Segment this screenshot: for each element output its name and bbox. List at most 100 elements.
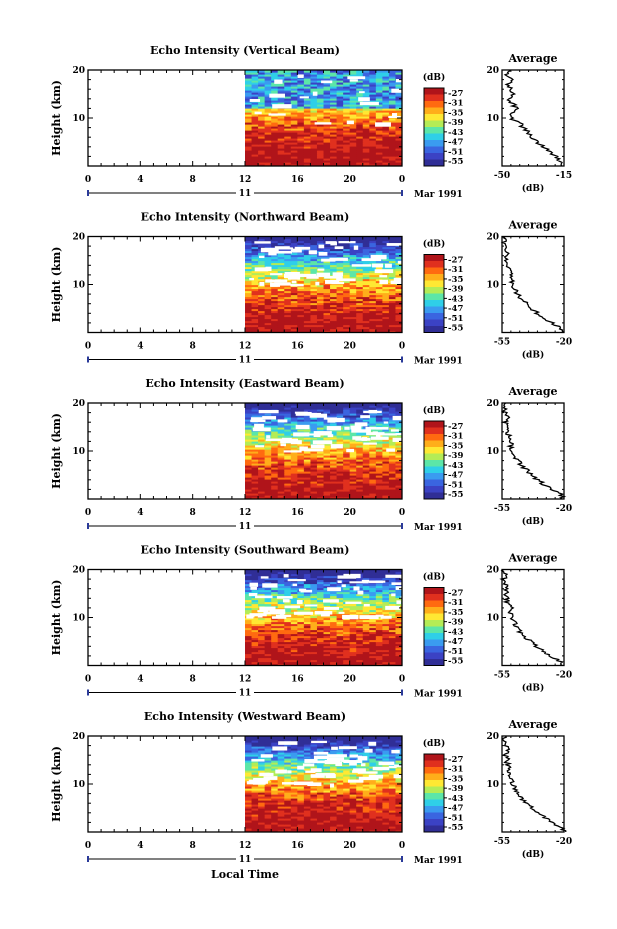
heatmap-cell [375, 94, 383, 97]
heatmap-cell [382, 625, 390, 629]
heatmap-cell [284, 326, 292, 330]
heatmap-cell [264, 318, 272, 322]
heatmap-cell [375, 469, 383, 472]
heatmap-cell [284, 649, 292, 653]
missing-data-gap [268, 113, 286, 116]
colorbar-frame [423, 420, 445, 500]
heatmap-cell [271, 621, 279, 625]
heatmap-cell [395, 114, 402, 117]
heatmap-cell [382, 138, 390, 141]
missing-data-gap [254, 111, 262, 115]
heatmap-cell [277, 655, 285, 659]
heatmap-cell [343, 74, 351, 77]
heatmap-cell [277, 445, 285, 448]
heatmap-cell [330, 286, 338, 290]
heatmap-cell [251, 110, 259, 113]
heatmap-cell [375, 144, 383, 147]
heatmap-cell [369, 479, 377, 482]
missing-data-gap [249, 277, 254, 281]
heatmap-cell [388, 264, 397, 268]
heatmap-cell [277, 635, 285, 639]
heatmap-cell [375, 635, 383, 639]
heatmap-cell [290, 112, 298, 115]
heatmap-cell [369, 481, 377, 484]
heatmap-cell [382, 302, 390, 306]
heatmap-cell [284, 134, 292, 137]
heatmap-cell [388, 74, 397, 77]
colorbar-swatch [424, 453, 444, 461]
heatmap-cell [369, 316, 377, 320]
heatmap-cell [323, 116, 331, 119]
heatmap-cell [336, 657, 344, 661]
heatmap-cell [271, 663, 279, 666]
heatmap-cell [362, 320, 370, 324]
heatmap-cell [264, 457, 272, 460]
missing-data-gap [290, 283, 304, 287]
heatmap-cell [264, 142, 272, 145]
heatmap-cell [258, 318, 266, 322]
heatmap-cell [258, 637, 266, 641]
heatmap-cell [349, 451, 357, 454]
heatmap-cell [343, 485, 351, 488]
heatmap-cell [258, 262, 266, 266]
heatmap-cell [323, 310, 331, 314]
heatmap-cell [271, 118, 279, 121]
heatmap-cell [284, 108, 292, 111]
date-label: 11 [239, 522, 252, 532]
heatmap-cell [356, 469, 364, 472]
heatmap-cell [277, 264, 285, 268]
colorbar-swatch [424, 313, 444, 320]
heatmap-cell [303, 80, 312, 83]
colorbar-tick-label: -47 [448, 138, 463, 148]
heatmap-cell [316, 463, 325, 466]
heatmap-cell [349, 633, 357, 637]
heatmap-cell [258, 328, 266, 332]
heatmap-cell [310, 595, 318, 599]
heatmap-cell [323, 445, 331, 448]
heatmap-cell [369, 469, 377, 472]
heatmap-cell [369, 90, 377, 93]
heatmap-cell [375, 90, 383, 93]
heatmap-cell [369, 310, 377, 314]
heatmap-cell [284, 262, 292, 266]
heatmap-cell [245, 298, 253, 302]
heatmap-cell [323, 423, 331, 426]
heatmap-cell [382, 314, 390, 318]
heatmap-cell [277, 649, 285, 653]
heatmap-cell [356, 403, 364, 406]
heatmap-cell [316, 302, 325, 306]
heatmap-cell [258, 330, 266, 333]
missing-data-gap [386, 448, 396, 452]
heatmap-cell [258, 471, 266, 474]
heatmap-cell [251, 330, 259, 333]
heatmap-cell [303, 262, 312, 266]
heatmap-cell [375, 98, 383, 101]
heatmap-cell [251, 276, 259, 280]
heatmap-cell [271, 314, 279, 318]
heatmap-cell [245, 90, 253, 93]
heatmap-cell [395, 431, 402, 434]
heatmap-cell [362, 641, 370, 645]
heatmap-cell [343, 246, 351, 250]
heatmap-cell [290, 254, 298, 258]
heatmap-cell [375, 421, 383, 424]
missing-data-gap [363, 442, 377, 445]
heatmap-cell [303, 236, 312, 240]
heatmap-cell [264, 663, 272, 666]
heatmap-cell [303, 591, 312, 595]
heatmap-cell [245, 595, 253, 599]
heatmap-cell [330, 288, 338, 292]
heatmap-cell [271, 441, 279, 444]
heatmap-cell [277, 88, 285, 91]
heatmap-cell [245, 280, 253, 284]
heatmap-cell [258, 633, 266, 637]
heatmap-cell [323, 603, 331, 607]
heatmap-cell [310, 427, 318, 430]
heatmap-cell [388, 108, 397, 111]
heatmap-cell [330, 86, 338, 89]
heatmap-cell [362, 266, 370, 270]
heatmap-cell [343, 473, 351, 476]
heatmap-cell [362, 148, 370, 151]
heatmap-cell [297, 114, 305, 117]
heatmap-cell [264, 597, 272, 601]
